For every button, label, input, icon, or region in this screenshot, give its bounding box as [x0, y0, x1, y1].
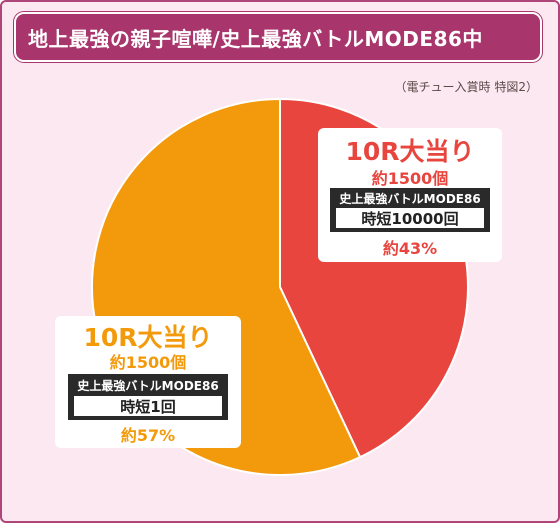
- label-box-red: 10R大当り 約1500個 史上最強バトルMODE86 時短10000回 約43…: [318, 128, 502, 262]
- slice-red-count: 約1500個: [372, 169, 449, 188]
- slice-red-jitan: 時短10000回: [361, 210, 458, 228]
- slice-orange-count: 約1500個: [110, 353, 187, 372]
- slice-orange-percent: 約57%: [121, 426, 175, 445]
- slice-orange-jitan: 時短1回: [120, 398, 175, 416]
- slice-red-percent: 約43%: [383, 239, 437, 258]
- slice-red-mode: 史上最強バトルMODE86: [339, 191, 480, 206]
- slice-orange-title: 10R大当り: [83, 323, 212, 352]
- slice-red-title: 10R大当り: [345, 137, 474, 166]
- label-box-orange: 10R大当り 約1500個 史上最強バトルMODE86 時短1回 約57%: [55, 316, 241, 448]
- chart-title: 地上最強の親子喧嘩/史上最強バトルMODE86中: [14, 12, 542, 62]
- slice-orange-mode: 史上最強バトルMODE86: [77, 378, 218, 393]
- chart-note: （電チュー入賞時 特図2）: [394, 80, 538, 94]
